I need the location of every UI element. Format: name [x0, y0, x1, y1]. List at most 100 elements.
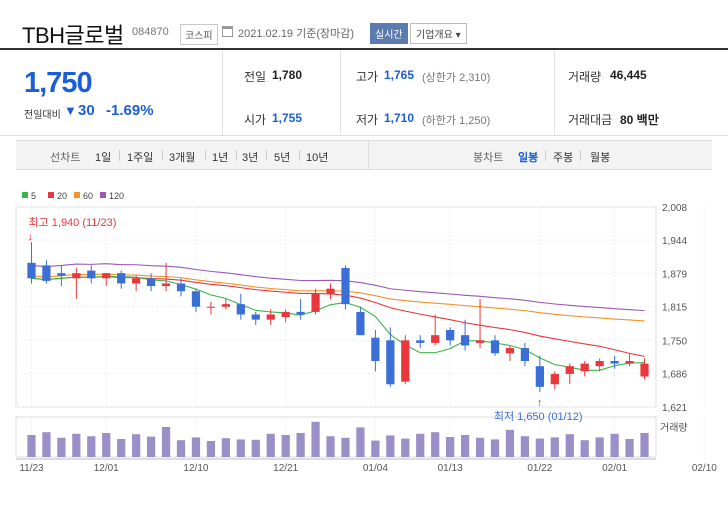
volume-bar [326, 436, 335, 457]
realtime-button[interactable]: 실시간 [370, 23, 408, 44]
volume-bar [72, 433, 81, 457]
candle-monthly[interactable]: 월봉 [590, 152, 611, 164]
y-tick-label: 1,750 [662, 336, 687, 347]
candle-body [326, 288, 335, 294]
x-tick-label: 12/01 [94, 463, 119, 474]
volume-bar [595, 437, 604, 457]
period-selector: 선차트 1일 1주일 3개월 1년 3년 5년 10년 봉차트 일봉 주봉 월봉 [16, 140, 712, 170]
change-rate: -1.69% [106, 102, 154, 119]
x-tick-label: 02/01 [602, 463, 627, 474]
separator [236, 150, 237, 161]
upper-limit: (상한가 2,310) [422, 72, 491, 84]
volume-axis-label: 거래량 [660, 422, 688, 434]
volume-bar [161, 427, 171, 457]
stats-divider [554, 50, 555, 136]
candle-body [640, 363, 649, 377]
period-3y[interactable]: 3년 [242, 152, 259, 164]
volume-bar [475, 437, 485, 457]
candle-chart-label: 봉차트 [473, 152, 504, 164]
low-annotation: 최저 1,650 (01/12) [494, 410, 583, 423]
candle-body [42, 265, 51, 281]
company-info-button[interactable]: 기업개요 ▾ [410, 23, 467, 44]
open-label: 시가 [244, 113, 267, 127]
volume-bar [460, 435, 470, 457]
x-tick-label: 01/13 [438, 463, 463, 474]
candle-body [371, 337, 380, 362]
period-1d[interactable]: 1일 [95, 152, 112, 164]
volume-bar [176, 440, 186, 457]
change-label: 전일대비 [24, 110, 61, 121]
separator [545, 150, 546, 161]
candle-daily[interactable]: 일봉 [518, 152, 539, 164]
candle-body [161, 283, 171, 287]
period-1y[interactable]: 1년 [212, 152, 229, 164]
open-value: 1,755 [272, 111, 303, 125]
period-1w[interactable]: 1주일 [127, 152, 154, 164]
period-5y[interactable]: 5년 [274, 152, 291, 164]
x-tick-label: 11/23 [19, 463, 44, 474]
amount-value: 80 백만 [620, 113, 659, 127]
volume-bar [87, 436, 96, 457]
ma120-line [31, 263, 645, 312]
legend-swatch [48, 192, 54, 198]
x-tick-label: 01/04 [363, 463, 388, 474]
volume-bar [401, 438, 410, 457]
y-tick-label: 1,944 [662, 236, 687, 247]
volume-label: 거래량 [568, 70, 602, 84]
candle-body [341, 267, 350, 305]
volume-bar [42, 432, 51, 457]
legend-label: 120 [109, 191, 124, 201]
down-arrow-icon: ↓ [27, 231, 32, 243]
legend-label: 5 [31, 191, 36, 201]
low-label: 저가 [356, 113, 379, 127]
volume-bar [296, 433, 305, 457]
candle-body [550, 373, 559, 385]
candle-body [311, 293, 320, 312]
volume-frame [15, 416, 657, 458]
chevron-down-icon: ▾ [455, 30, 461, 41]
prev-close-label: 전일 [244, 70, 267, 84]
volume-bar [565, 434, 574, 457]
volume-bar [610, 433, 619, 457]
period-3m[interactable]: 3개월 [169, 152, 196, 164]
line-chart-label: 선차트 [50, 152, 81, 164]
volume-bar [580, 440, 589, 457]
high-value: 1,765 [384, 68, 415, 82]
candle-body [401, 340, 410, 382]
period-10y[interactable]: 10년 [306, 152, 329, 164]
volume-bar [266, 433, 275, 457]
candle-body [102, 273, 111, 279]
y-tick-label: 1,879 [662, 270, 687, 281]
candle-body [475, 340, 485, 343]
volume-bar [221, 438, 230, 457]
x-tick-label: 02/10 [692, 463, 717, 474]
candle-body [132, 278, 141, 284]
candle-body [176, 283, 186, 292]
candle-body [221, 304, 230, 307]
candle-body [580, 363, 589, 372]
candle-body [520, 348, 530, 362]
ma5-line [31, 275, 645, 371]
volume-bar [625, 439, 634, 457]
current-price: 1,750 [24, 67, 93, 99]
amount-label: 거래대금 [568, 113, 613, 127]
candle-body [460, 335, 470, 346]
base-date: 2021.02.19 기준(장마감) [238, 28, 355, 40]
header: TBH글로벌 084870 코스피 2021.02.19 기준(장마감) 실시간… [0, 0, 728, 50]
candle-weekly[interactable]: 주봉 [553, 152, 574, 164]
volume-bar [490, 439, 500, 457]
candle-body [296, 311, 305, 315]
candle-body [535, 366, 544, 387]
y-tick-label: 1,686 [662, 369, 687, 380]
volume-bar [341, 437, 350, 457]
company-info-label: 기업개요 [416, 30, 453, 41]
ma60-line [31, 273, 645, 322]
volume-bar [146, 436, 156, 457]
volume-bar [132, 434, 141, 457]
candle-body [595, 361, 604, 367]
price-summary: 1,750 전일대비 ▼ 30 -1.69% 전일 1,780 고가 1,765… [0, 50, 728, 136]
legend-swatch [22, 192, 28, 198]
prev-close-value: 1,780 [272, 68, 303, 82]
candle-body [206, 306, 216, 308]
